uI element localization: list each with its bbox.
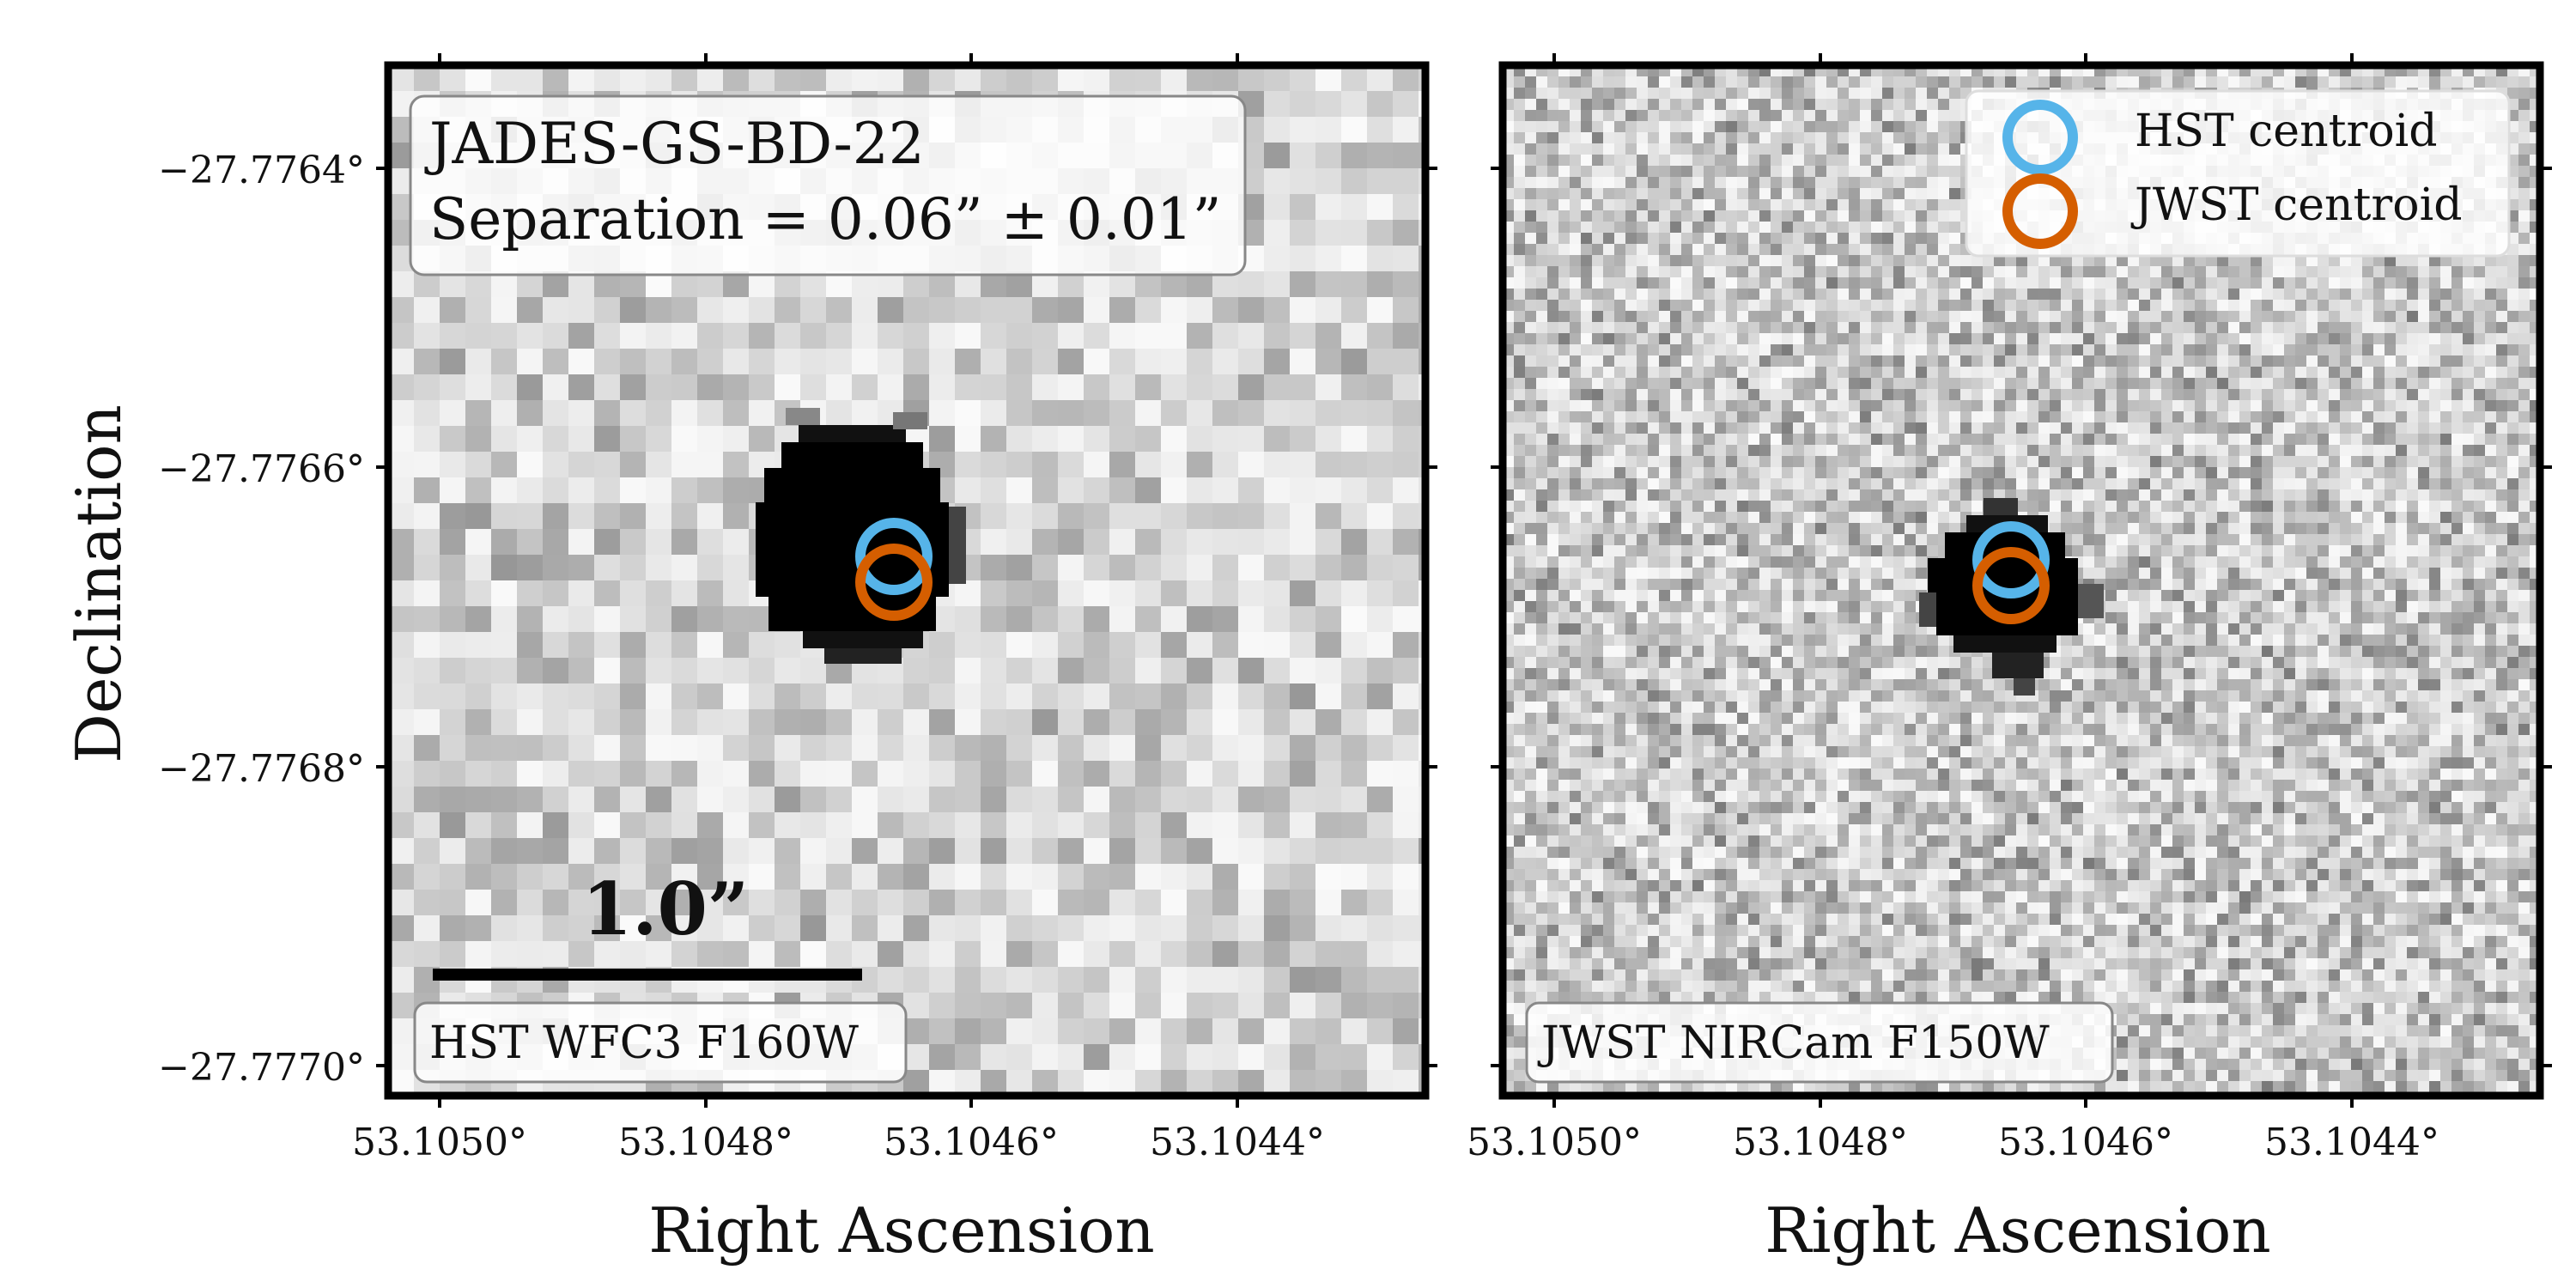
- hst-instrument-label: HST WFC3 F160W: [429, 1018, 859, 1069]
- hst-frame: [384, 61, 1430, 1100]
- y-axis-label: Declination: [63, 404, 135, 763]
- y-tick-label: −27.7770°: [158, 1046, 365, 1090]
- separation-label: Separation = 0.06” ± 0.01”: [429, 186, 1222, 252]
- scale-bar: [433, 969, 862, 981]
- y-tick-label: −27.7766°: [158, 447, 365, 491]
- hst-panel: JADES-GS-BD-22 Separation = 0.06” ± 0.01…: [63, 53, 1437, 1267]
- x-tick-label: 53.1044°: [2264, 1121, 2439, 1164]
- target-name: JADES-GS-BD-22: [424, 111, 925, 177]
- jwst-x-axis-label: Right Ascension: [1765, 1194, 2270, 1267]
- hst-x-axis-label: Right Ascension: [648, 1194, 1154, 1267]
- x-tick-label: 53.1044°: [1150, 1121, 1325, 1164]
- jwst-instrument-box: [1525, 1001, 2114, 1084]
- legend-jwst-marker: [2002, 173, 2078, 249]
- jwst-panel: HST centroid JWST centroid JWST NIRCam F…: [1467, 53, 2552, 1267]
- hst-instrument-box: [413, 1001, 908, 1084]
- jwst-instrument-label: JWST NIRCam F150W: [1537, 1018, 2050, 1069]
- legend-hst-marker: [2002, 100, 2078, 175]
- jwst-frame: [1498, 61, 2544, 1100]
- y-tick-label: −27.7768°: [158, 747, 365, 791]
- hst-y-axis: [376, 167, 1437, 1067]
- hst-centroid-marker: [1972, 521, 2050, 598]
- jwst-centroid-marker: [855, 544, 933, 621]
- hst-centroid-marker: [855, 518, 933, 595]
- x-tick-label: 53.1050°: [1467, 1121, 1642, 1164]
- x-tick-label: 53.1048°: [1733, 1121, 1908, 1164]
- hst-source: [756, 408, 966, 664]
- legend-jwst-label: JWST centroid: [2130, 179, 2463, 231]
- jwst-axes-ticks: [1491, 53, 2552, 1108]
- scale-bar-label: 1.0”: [582, 866, 749, 951]
- jwst-centroid-marker: [1972, 547, 2050, 624]
- x-tick-label: 53.1050°: [352, 1121, 527, 1164]
- hst-info-box: [409, 94, 1247, 276]
- x-tick-label: 53.1048°: [618, 1121, 793, 1164]
- legend-hst-label: HST centroid: [2135, 106, 2438, 157]
- x-tick-label: 53.1046°: [1998, 1121, 2173, 1164]
- legend-box: [1965, 89, 2511, 258]
- x-tick-label: 53.1046°: [884, 1121, 1059, 1164]
- legend: HST centroid JWST centroid: [1965, 89, 2511, 258]
- y-tick-label: −27.7764°: [158, 149, 365, 192]
- hst-x-axis: [438, 53, 1239, 1108]
